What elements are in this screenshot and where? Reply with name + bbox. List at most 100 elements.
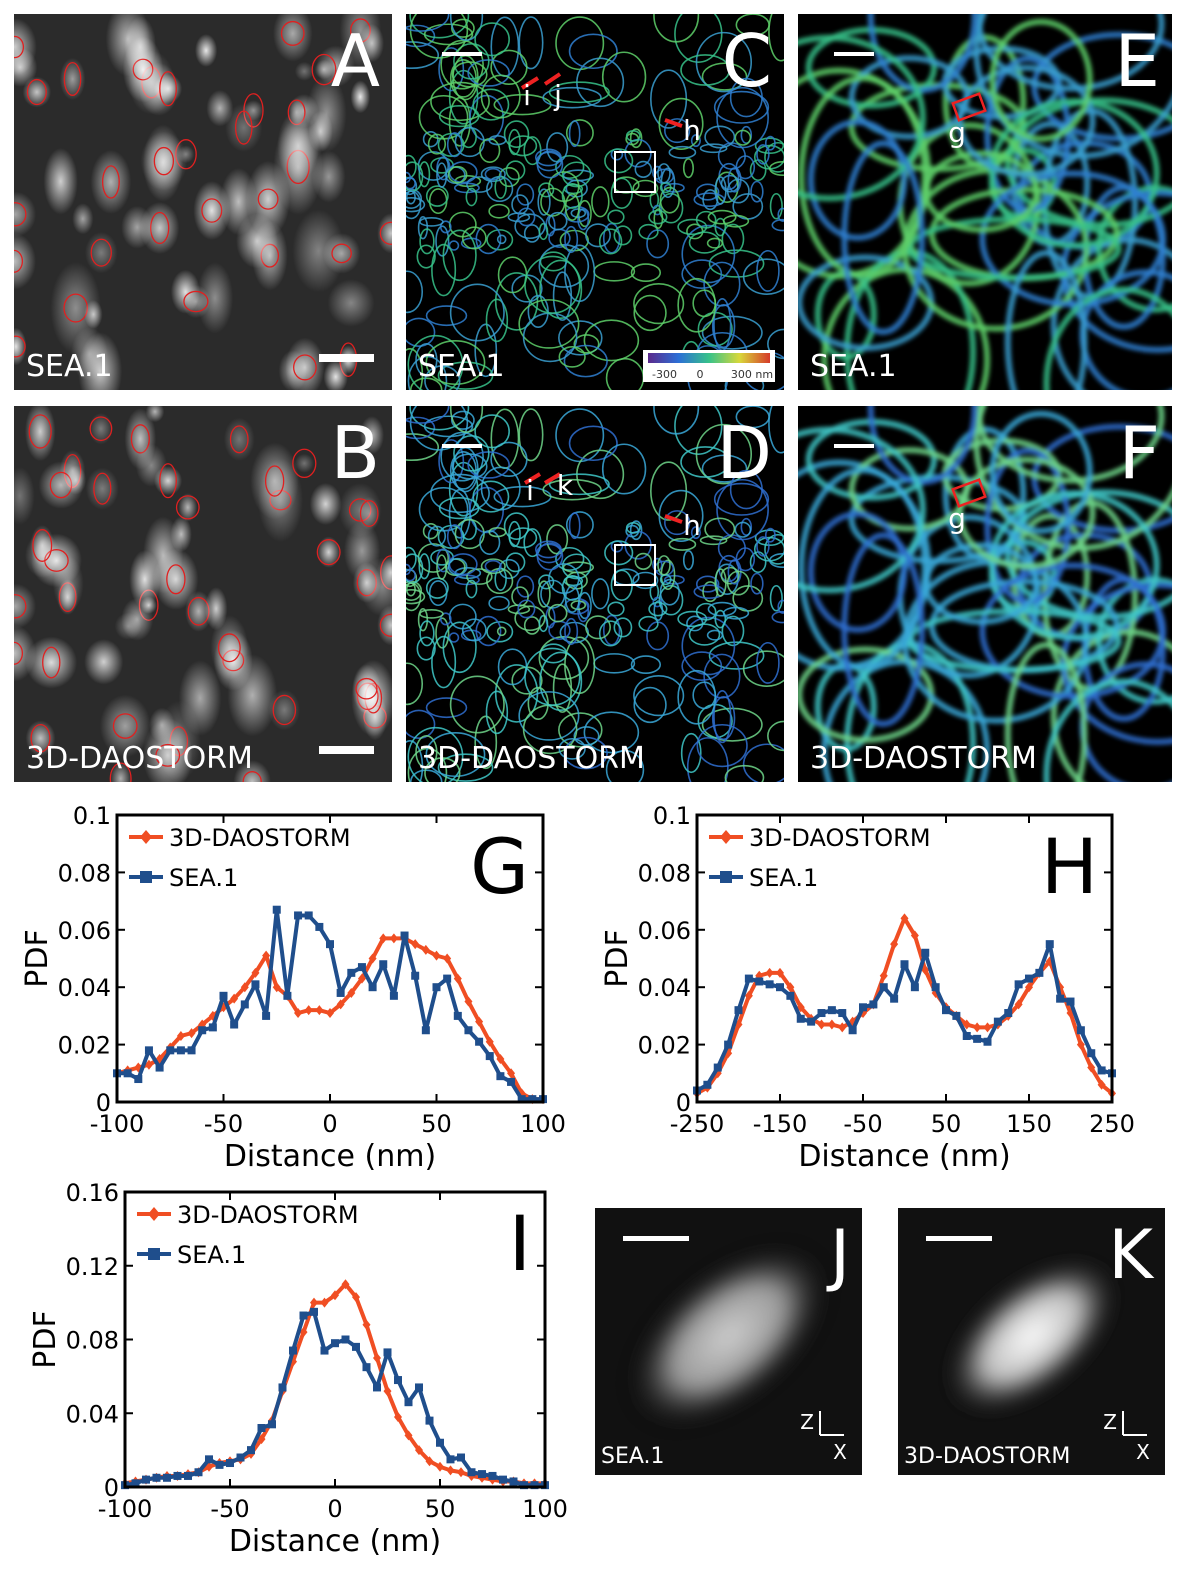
data-point — [205, 1455, 213, 1464]
data-point — [827, 1006, 836, 1015]
image-content — [898, 1208, 1165, 1475]
data-point — [499, 1475, 507, 1484]
data-point — [457, 1453, 465, 1462]
fit-circle — [42, 646, 61, 679]
data-point — [240, 982, 249, 993]
cell-outline — [424, 365, 461, 390]
cell-outline — [680, 54, 731, 86]
cell-outline — [422, 523, 439, 540]
emitter-blob — [327, 279, 375, 327]
cell-outline — [988, 98, 1160, 249]
cell-outline — [613, 617, 633, 638]
data-point — [383, 1348, 392, 1357]
data-point — [703, 1080, 712, 1089]
cell-outline — [664, 510, 691, 536]
emitter-blob — [359, 24, 385, 63]
profile-marker — [664, 514, 683, 524]
cell-outline — [690, 134, 701, 148]
cell-outline — [713, 90, 770, 124]
cell-outline — [503, 512, 530, 540]
series-line — [117, 907, 543, 1102]
cell-outline — [604, 148, 634, 174]
y-tick-label: 0.06 — [58, 917, 111, 945]
data-point — [331, 1290, 339, 1301]
data-point — [744, 990, 753, 1001]
cell-outline — [418, 553, 431, 580]
emitter-blob — [153, 74, 183, 104]
data-point — [446, 1465, 455, 1476]
cell-outline — [734, 129, 752, 146]
cell-outline — [448, 632, 460, 643]
psf-image — [943, 1256, 1120, 1416]
cell-outline — [485, 298, 509, 343]
data-point — [962, 1031, 971, 1040]
fit-circle — [311, 53, 337, 86]
data-point — [446, 1455, 455, 1464]
emitter-blob — [317, 536, 341, 568]
emitter-blob — [170, 516, 192, 553]
cell-outline — [453, 42, 490, 80]
cell-outline — [769, 192, 783, 220]
data-point — [310, 1307, 318, 1316]
data-point — [240, 1000, 249, 1009]
image-content — [14, 406, 392, 782]
series-line — [124, 1282, 545, 1486]
cell-outline — [1043, 678, 1172, 782]
cell-outline — [1004, 249, 1088, 390]
cell-outline — [561, 161, 592, 188]
cell-outline — [704, 125, 736, 149]
fit-circle — [242, 771, 262, 782]
panel-caption: SEA.1 — [26, 349, 113, 384]
cell-outline — [555, 154, 585, 179]
cell-outline — [658, 97, 704, 150]
cell-outline — [625, 522, 641, 534]
cell-outline — [406, 270, 424, 314]
emitter-blob — [309, 482, 342, 526]
cell-outline — [417, 216, 429, 240]
cell-outline — [516, 183, 535, 206]
data-point — [299, 1311, 308, 1320]
data-point — [1025, 974, 1033, 983]
cell-outline — [688, 623, 721, 646]
data-point — [478, 1470, 486, 1479]
cell-outline — [677, 277, 717, 333]
emitter-blob — [14, 18, 37, 76]
cell-outline — [742, 743, 784, 782]
cell-outline — [486, 621, 514, 643]
cell-outline — [439, 220, 452, 234]
fit-circle — [272, 694, 297, 726]
data-point — [368, 953, 377, 964]
cell-outline — [542, 478, 602, 501]
cell-outline — [648, 601, 668, 617]
data-point — [453, 973, 462, 984]
y-tick-label: 0 — [104, 1474, 119, 1502]
cell-outline — [764, 533, 784, 565]
data-point — [283, 991, 292, 1000]
legend-label: 3D-DAOSTORM — [177, 1201, 359, 1229]
data-point — [713, 1063, 722, 1072]
data-point — [262, 950, 271, 961]
fit-circle — [30, 723, 51, 753]
data-point — [383, 1386, 392, 1397]
cell-outline — [496, 626, 507, 637]
cell-outline — [561, 182, 583, 209]
data-point — [123, 1069, 132, 1078]
cell-outline — [750, 180, 764, 203]
cell-outline — [472, 88, 510, 121]
cell-outline — [514, 605, 546, 632]
data-point — [310, 1297, 318, 1308]
emitter-blob — [178, 660, 222, 736]
cell-outline — [573, 726, 600, 746]
emitter-blob — [14, 327, 27, 366]
cell-outline — [841, 140, 925, 335]
cell-outline — [439, 612, 452, 626]
cell-outline — [539, 651, 583, 711]
y-tick-label: 0.16 — [66, 1179, 119, 1207]
data-point — [973, 1034, 982, 1043]
data-point — [765, 967, 774, 978]
data-point — [268, 1420, 276, 1429]
emitter-blob — [30, 524, 55, 567]
emitter-blob — [352, 664, 381, 714]
cell-outline — [517, 599, 536, 619]
scale-bar — [834, 444, 874, 448]
